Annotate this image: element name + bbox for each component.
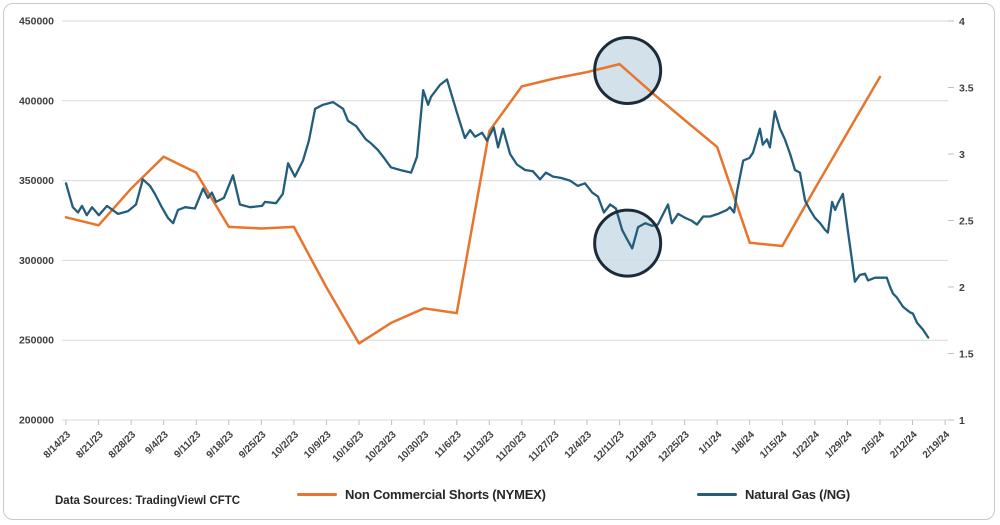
annotation-circle-outline [593,208,663,278]
x-axis-date-label: 8/14/23 [42,429,74,461]
right-axis-tick-label: 4 [959,16,965,28]
x-axis-date-label: 1/8/24 [729,429,757,457]
x-axis-date-label: 2/5/24 [860,429,888,457]
x-axis-date-label: 11/20/23 [494,429,529,464]
x-axis-date-label: 11/6/23 [433,429,464,460]
x-axis-date-label: 9/25/23 [237,429,269,461]
x-axis-date-label: 8/21/23 [74,429,106,461]
series-line-non-commercial-shorts [64,62,882,345]
annotation-circle-outline [593,35,663,105]
annotation-circle-fill [594,210,661,277]
right-axis-tick-label: 1.5 [959,349,974,361]
x-axis-date-label: 12/25/23 [656,429,692,465]
legend-label: Non Commercial Shorts (NYMEX) [345,487,546,502]
left-axis-tick-label: 400000 [19,95,54,107]
x-axis-date-label: 12/11/23 [592,429,627,464]
x-axis-date-label: 9/4/23 [143,429,171,457]
x-axis-date-label: 10/9/23 [302,429,334,461]
x-axis-date-label: 11/13/23 [461,429,496,464]
left-axis-tick-label: 250000 [19,335,54,347]
x-axis-date-label: 9/11/23 [172,429,203,460]
legend-item-natural-gas: Natural Gas (/NG) [697,487,850,502]
legend-item-non-commercial-shorts: Non Commercial Shorts (NYMEX) [297,487,546,502]
x-axis-date-label: 9/18/23 [205,429,237,461]
x-axis-date-label: 12/4/23 [563,429,595,461]
x-axis-date-label: 12/18/23 [624,429,660,465]
right-axis-tick-label: 2.5 [959,216,974,228]
chart-card-border [3,3,995,520]
legend-swatch-teal [697,492,737,497]
right-axis-tick-label: 3 [959,149,965,161]
right-axis-tick-label: 3.5 [959,83,974,95]
x-axis-date-label: 10/23/23 [363,429,399,465]
legend-label: Natural Gas (/NG) [745,487,850,502]
series-line-natural-gas [64,78,930,339]
left-axis-tick-label: 300000 [19,255,54,267]
left-axis-tick-label: 350000 [19,175,54,187]
right-axis-tick-label: 1 [959,415,965,427]
x-axis-date-label: 1/22/24 [791,429,823,461]
x-axis-date-label: 10/2/23 [270,429,302,461]
x-axis-date-label: 1/29/24 [823,429,855,461]
x-axis-date-label: 2/12/24 [888,429,920,461]
data-sources-note: Data Sources: TradingViewl CFTC [55,495,241,507]
x-axis-date-label: 1/15/24 [758,429,790,461]
x-axis-date-label: 10/16/23 [331,429,367,465]
x-axis-date-label: 10/30/23 [396,429,432,465]
x-axis-date-label: 8/28/23 [107,429,139,461]
x-axis-date-label: 1/1/24 [697,429,725,457]
left-axis-tick-label: 450000 [19,16,54,28]
right-axis-tick-label: 2 [959,282,965,294]
left-axis-tick-label: 200000 [19,415,54,427]
x-axis-date-label: 11/27/23 [527,429,562,464]
legend-swatch-orange [297,492,337,497]
x-axis-date-label: 2/19/24 [921,429,953,461]
